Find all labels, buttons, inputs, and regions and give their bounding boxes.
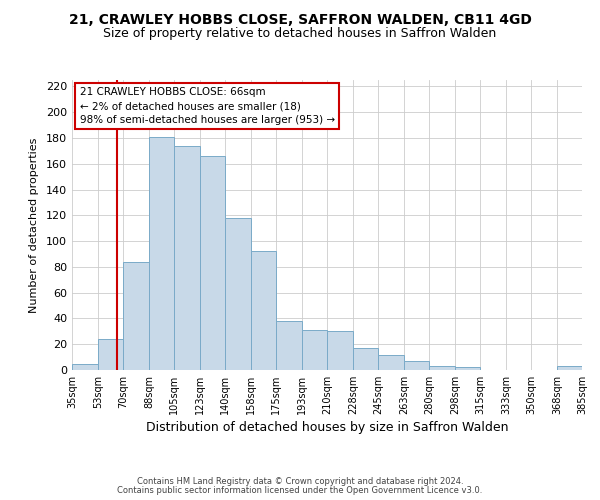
Bar: [149, 136, 174, 370]
Text: Contains HM Land Registry data © Crown copyright and database right 2024.: Contains HM Land Registry data © Crown c…: [137, 477, 463, 486]
Bar: [225, 218, 251, 370]
Bar: [72, 364, 98, 370]
Bar: [327, 332, 353, 370]
Y-axis label: Number of detached properties: Number of detached properties: [29, 138, 39, 312]
Text: Size of property relative to detached houses in Saffron Walden: Size of property relative to detached ho…: [103, 28, 497, 40]
Text: 21, CRAWLEY HOBBS CLOSE, SAFFRON WALDEN, CB11 4GD: 21, CRAWLEY HOBBS CLOSE, SAFFRON WALDEN,…: [68, 12, 532, 26]
X-axis label: Distribution of detached houses by size in Saffron Walden: Distribution of detached houses by size …: [146, 421, 508, 434]
Bar: [429, 366, 455, 370]
Bar: [378, 354, 404, 370]
Bar: [123, 262, 149, 370]
Text: 21 CRAWLEY HOBBS CLOSE: 66sqm
← 2% of detached houses are smaller (18)
98% of se: 21 CRAWLEY HOBBS CLOSE: 66sqm ← 2% of de…: [80, 87, 335, 125]
Text: Contains public sector information licensed under the Open Government Licence v3: Contains public sector information licen…: [118, 486, 482, 495]
Bar: [200, 156, 225, 370]
Bar: [302, 330, 327, 370]
Bar: [455, 368, 480, 370]
Bar: [98, 339, 123, 370]
Bar: [404, 361, 429, 370]
Bar: [174, 146, 200, 370]
Bar: [557, 366, 582, 370]
Bar: [353, 348, 378, 370]
Bar: [251, 252, 276, 370]
Bar: [276, 321, 302, 370]
